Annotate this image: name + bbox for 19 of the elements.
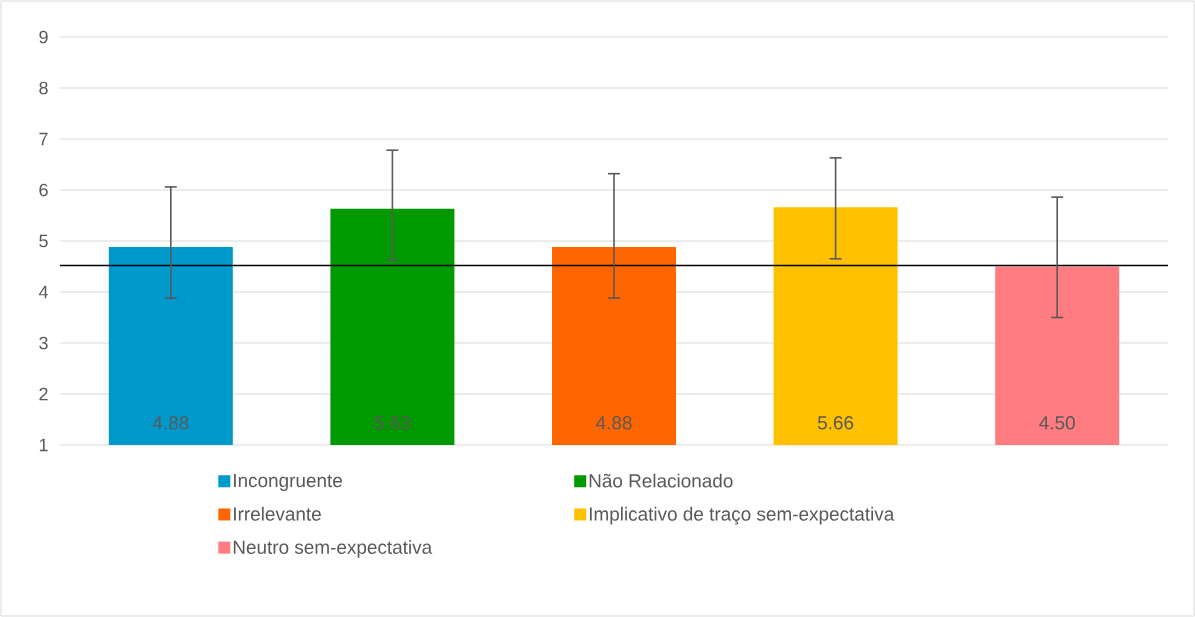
- data-label: 4.50: [1039, 416, 1075, 430]
- y-tick-label: 2: [39, 387, 48, 401]
- y-tick-label: 6: [39, 183, 48, 197]
- y-tick-label: 3: [39, 336, 48, 350]
- y-tick-label: 7: [39, 132, 48, 146]
- y-tick-label: 1: [39, 438, 48, 452]
- data-label: 4.88: [596, 416, 632, 430]
- data-label: 5.66: [817, 416, 854, 430]
- legend-label: Implicativo de traço sem-expectativa: [589, 506, 895, 525]
- legend-label: Irrelevante: [234, 506, 321, 521]
- legend-label: Não Relacionado: [589, 473, 733, 488]
- legend-label: Incongruente: [234, 474, 342, 491]
- y-tick-label: 9: [39, 30, 48, 44]
- y-tick-label: 8: [39, 81, 48, 95]
- data-label: 4.88: [152, 416, 189, 430]
- legend-label: Neutro sem-expectativa: [233, 540, 433, 558]
- data-label: 5.63: [374, 416, 410, 430]
- y-tick-label: 4: [38, 285, 48, 299]
- y-tick-label: 5: [39, 234, 48, 248]
